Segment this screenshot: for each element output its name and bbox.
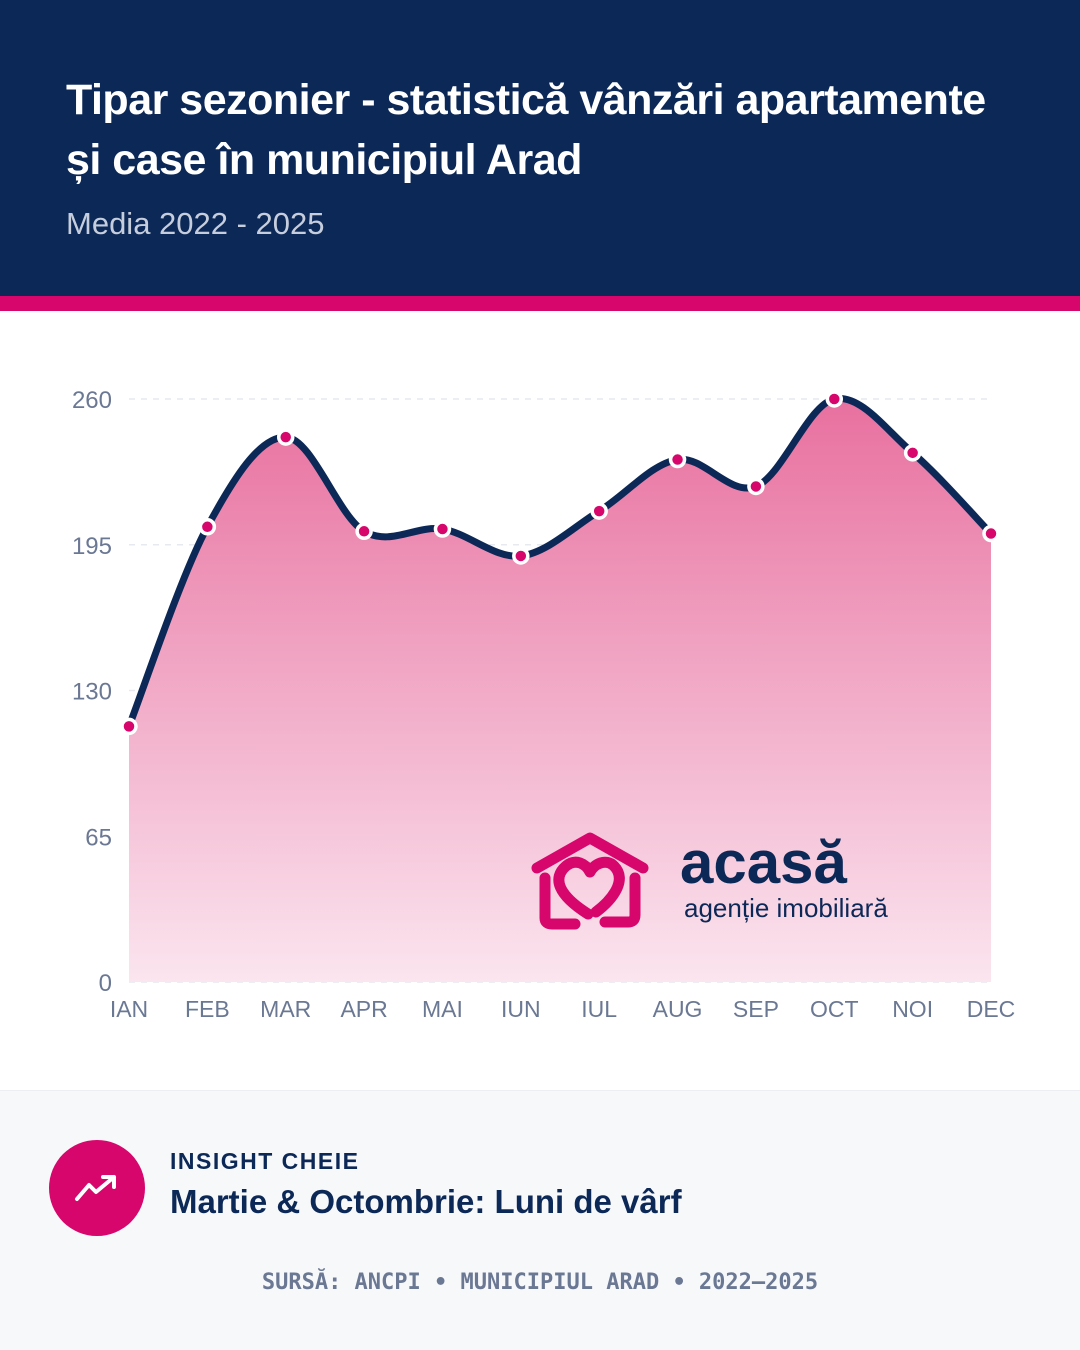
y-tick-label: 260 [72,387,112,414]
x-tick-label: APR [340,996,387,1022]
header: Tipar sezonier - statistică vânzări apar… [0,0,1080,296]
x-tick-label: NOI [892,996,933,1022]
x-tick-label: IUN [501,996,541,1022]
x-tick-label: IUL [581,996,617,1022]
x-tick-label: FEB [185,996,230,1022]
x-tick-label: DEC [967,996,1016,1022]
x-tick-label: SEP [733,996,779,1022]
data-point-iul [590,502,608,520]
logo-watermark: acasă agenție imobiliară [531,829,888,930]
data-point-oct [825,390,844,408]
data-point-feb [198,518,217,536]
page-title: Tipar sezonier - statistică vânzări apar… [66,76,986,184]
y-tick-label: 0 [99,970,112,997]
insight-badge [49,1140,145,1236]
data-point-ian [120,717,138,736]
data-point-noi [903,444,922,462]
accent-bar [0,296,1080,311]
area-fill [129,398,991,982]
data-point-mar [276,428,295,446]
x-tick-label: AUG [653,996,703,1022]
data-point-mai [433,520,452,538]
trending-up-icon [75,1175,116,1201]
insight-label: INSIGHT CHEIE [170,1148,360,1174]
x-tick-label: IAN [110,996,148,1022]
source-note: SURSĂ: ANCPI • MUNICIPIUL ARAD • 2022–20… [261,1270,819,1295]
y-tick-label: 65 [85,824,112,851]
data-point-dec [982,524,1000,543]
seasonal-chart: acasă agenție imobiliară 0 65 130 195 260 IA… [72,387,1016,1022]
footer [0,1090,1080,1350]
x-tick-label: MAR [260,996,311,1022]
y-tick-label: 195 [72,533,112,560]
x-tick-label: MAI [422,996,463,1022]
house-heart-logo-icon [531,832,649,930]
data-point-sep [747,477,765,496]
data-point-aug [668,450,687,469]
data-point-apr [355,522,373,541]
insight-text: Martie & Octombrie: Luni de vârf [170,1183,682,1220]
page-subtitle: Media 2022 - 2025 [66,206,325,241]
logo-tagline: agenție imobiliară [684,893,888,923]
data-point-iun [512,547,530,565]
y-tick-label: 130 [72,679,112,706]
logo-name: acasă [680,829,847,896]
x-tick-label: OCT [810,996,859,1022]
